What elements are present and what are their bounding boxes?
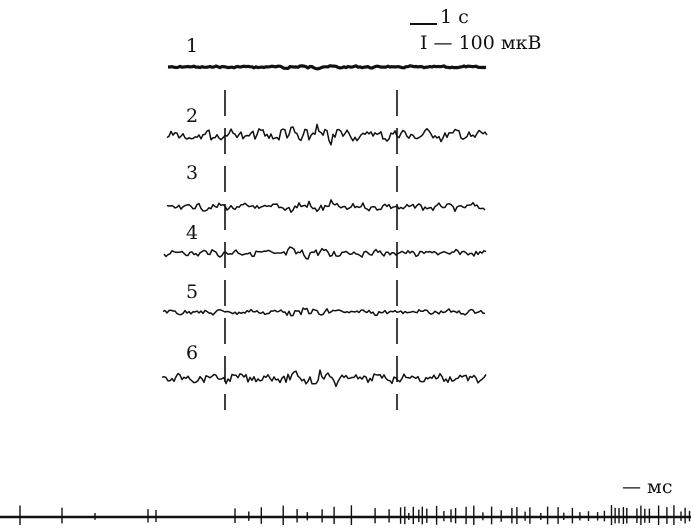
trace-label-4: 4: [186, 222, 199, 244]
trace-label-3: 3: [186, 162, 199, 184]
trace-label-6: 6: [186, 342, 199, 364]
spike-unit-label: — мс: [622, 476, 673, 498]
eeg-trace-6: [161, 369, 487, 388]
eeg-trace-1: [167, 64, 487, 71]
amplitude-scale-label: I — 100 мкВ: [420, 32, 542, 54]
trace-label-5: 5: [186, 281, 199, 303]
eeg-trace-3: [166, 199, 486, 213]
time-scale-label: 1 с: [440, 6, 469, 28]
eeg-trace-5: [162, 307, 486, 317]
trace-label-2: 2: [186, 105, 199, 127]
eeg-trace-2: [166, 123, 488, 146]
trace-label-1: 1: [186, 35, 199, 57]
eeg-trace-4: [163, 246, 487, 260]
